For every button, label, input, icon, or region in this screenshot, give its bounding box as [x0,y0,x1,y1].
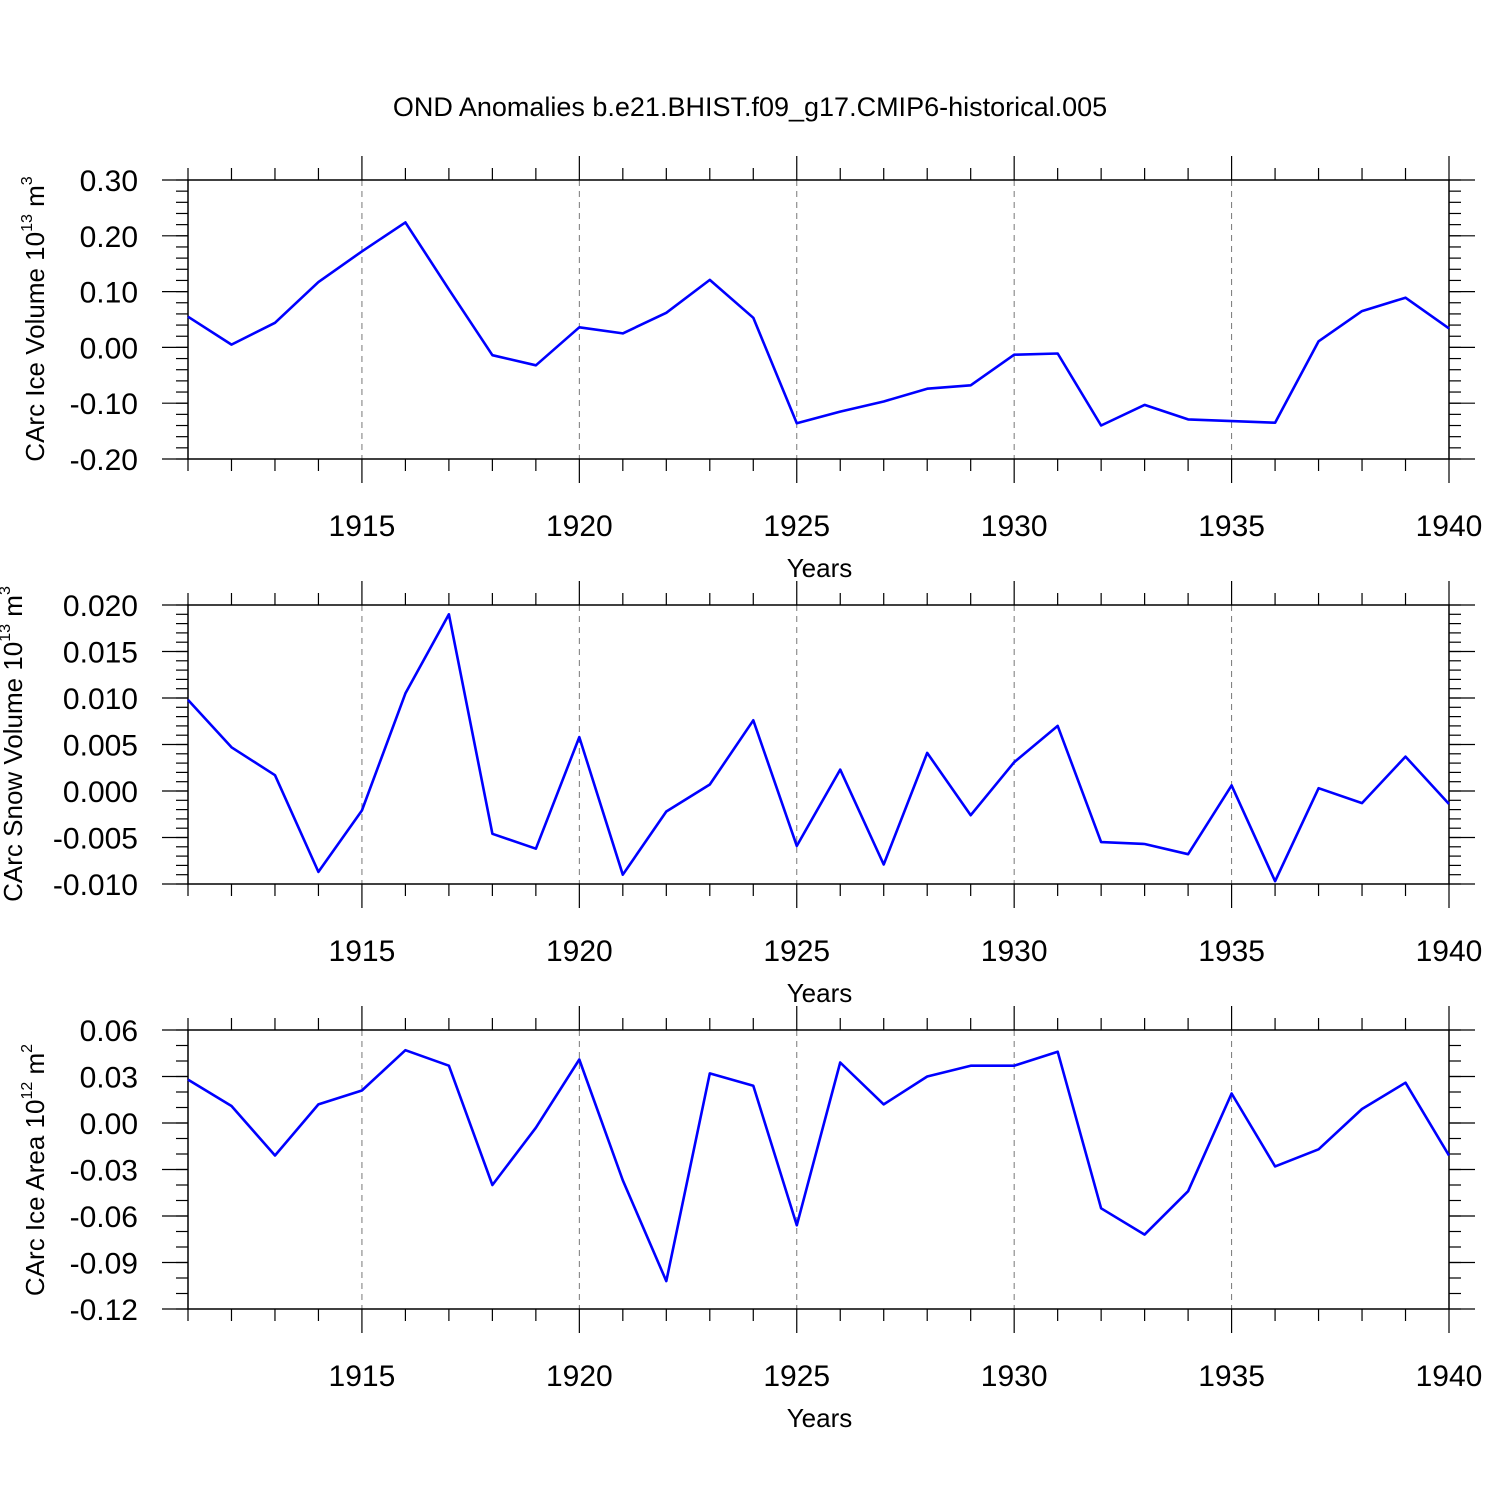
y-tick-label: 0.010 [63,683,138,716]
ice-area-series-line [187,1048,1451,1283]
y-axis-title-exponent: 12 [19,1082,36,1100]
y-axis-title-unit: m [20,1053,50,1082]
x-tick-label: 1930 [981,510,1048,543]
ice-area-panel: -0.12 -0.09 -0.06 -0.03 0.00 0.03 0.06 1915 1920… [19,1006,1482,1433]
y-tick-label: -0.09 [70,1248,138,1281]
y-tick-label: 0.000 [63,776,138,809]
ice-area-y-axis-title: CArc Ice Area 1012 m2 [19,1044,50,1296]
x-tick-label: 1925 [763,935,830,968]
y-tick-label: -0.12 [70,1294,138,1327]
y-tick-label: 0.005 [63,730,138,763]
y-axis-title-unit-exponent: 3 [0,586,14,595]
ice-volume-panel: -0.20 -0.10 0.00 0.10 0.20 0.30 1915 1920 1925 19… [19,156,1482,583]
y-axis-title-unit-exponent: 2 [19,1044,36,1053]
snow-volume-plot-frame [187,604,1450,885]
x-tick-label: 1915 [329,1360,396,1393]
x-tick-label: 1925 [763,1360,830,1393]
ice-volume-x-axis-title: Years [787,553,853,583]
y-axis-title-unit: m [20,185,50,214]
ice-volume-y-axis-title: CArc Ice Volume 1013 m3 [19,176,50,461]
x-tick-label: 1940 [1416,1360,1483,1393]
x-tick-label: 1935 [1198,1360,1265,1393]
y-axis-title-main: CArc Ice Volume 10 [20,232,50,462]
figure-title: OND Anomalies b.e21.BHIST.f09_g17.CMIP6-… [393,92,1107,122]
x-tick-label: 1920 [546,1360,613,1393]
x-tick-label: 1920 [546,935,613,968]
y-tick-label: 0.30 [80,165,138,198]
y-tick-label: 0.020 [63,590,138,623]
x-tick-label: 1915 [329,935,396,968]
y-tick-label: -0.005 [53,823,138,856]
x-tick-label: 1940 [1416,935,1483,968]
y-tick-label: 0.20 [80,221,138,254]
x-tick-label: 1935 [1198,935,1265,968]
y-tick-label: -0.10 [70,388,138,421]
y-tick-label: 0.00 [80,332,138,365]
x-tick-label: 1940 [1416,510,1483,543]
snow-volume-panel: -0.010 -0.005 0.000 0.005 0.010 0.015 0.020 191… [0,581,1482,1008]
y-tick-label: -0.06 [70,1201,138,1234]
y-axis-title-unit: m [0,595,28,624]
snow-volume-x-axis-title: Years [787,978,853,1008]
x-tick-label: 1915 [329,510,396,543]
x-tick-label: 1930 [981,1360,1048,1393]
snow-volume-series-line [187,612,1450,883]
y-axis-title-main: CArc Ice Area 10 [20,1100,50,1297]
y-axis-title-main: CArc Snow Volume 10 [0,642,28,902]
snow-volume-y-axis-title: CArc Snow Volume 1013 m3 [0,586,28,902]
x-tick-label: 1925 [763,510,830,543]
y-tick-label: -0.20 [70,444,138,477]
x-tick-label: 1935 [1198,510,1265,543]
x-tick-label: 1930 [981,935,1048,968]
y-tick-label: 0.015 [63,637,138,670]
ice-area-x-axis-title: Years [787,1403,853,1433]
y-tick-label: 0.10 [80,277,138,310]
y-tick-label: 0.06 [80,1015,138,1048]
ice-volume-plot-frame [187,179,1450,460]
y-tick-label: 0.00 [80,1108,138,1141]
y-tick-label: -0.010 [53,869,138,902]
ice-area-plot-frame [187,1029,1450,1310]
y-axis-title-exponent: 13 [0,624,14,642]
x-tick-label: 1920 [546,510,613,543]
y-axis-title-unit-exponent: 3 [19,176,36,185]
y-tick-label: -0.03 [70,1155,138,1188]
ice-volume-series-line [187,221,1450,427]
y-axis-title-exponent: 13 [19,214,36,232]
y-tick-label: 0.03 [80,1062,138,1095]
